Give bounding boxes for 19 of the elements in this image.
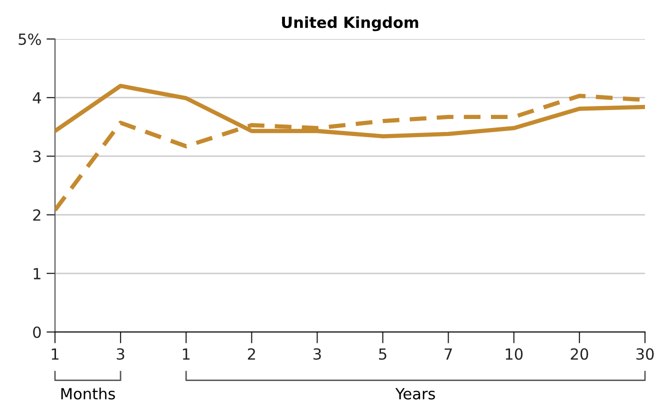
chart-title: United Kingdom <box>282 16 418 32</box>
text: Months <box>61 388 115 400</box>
x-tick-label: 1 <box>182 348 190 360</box>
x-tick-label: 1 <box>52 348 58 360</box>
y-tick-label: 3 <box>33 150 41 162</box>
y-tick-label: 1 <box>34 268 40 280</box>
text: Years <box>395 388 435 400</box>
y-tick-label: 4 <box>32 92 41 104</box>
x-tick-label: 5 <box>379 348 386 360</box>
x-tick-label: 3 <box>116 348 124 360</box>
y-tick-label: 2 <box>33 209 40 221</box>
x-tick-label: 20 <box>570 348 588 360</box>
x-tick-label: 30 <box>636 348 654 360</box>
y-tick-label: 5% <box>18 33 41 46</box>
x-tick-label: 3 <box>314 348 321 360</box>
x-tick-label: 7 <box>444 348 452 360</box>
y-tick-label: 0 <box>33 326 41 338</box>
x-tick-label: 2 <box>248 348 255 360</box>
x-tick-label: 10 <box>506 348 523 360</box>
